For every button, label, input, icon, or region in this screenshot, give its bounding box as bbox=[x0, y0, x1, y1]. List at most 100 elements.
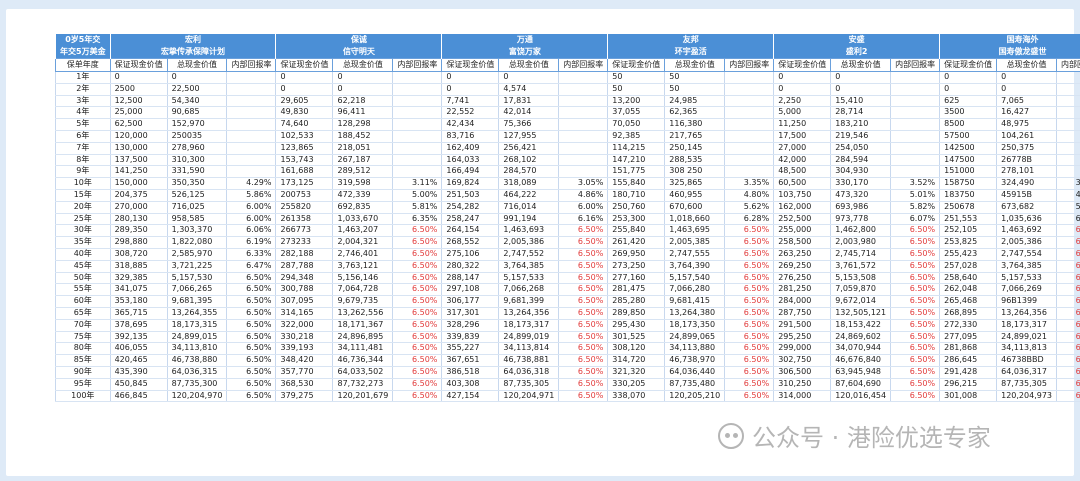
value-cell: 34,113,813 bbox=[996, 342, 1058, 356]
value-cell: 6.35% bbox=[392, 213, 443, 226]
value-cell: 6.50% bbox=[392, 354, 443, 367]
value-cell: 5,157,533 bbox=[996, 272, 1058, 285]
value-cell: 46,736,344 bbox=[332, 354, 394, 367]
value-cell: 6.50% bbox=[558, 366, 609, 379]
value-cell bbox=[890, 95, 941, 108]
value-cell: 103,750 bbox=[773, 189, 832, 202]
value-cell: 693,986 bbox=[830, 201, 892, 214]
product-name: 盛利2 bbox=[773, 46, 941, 59]
value-cell: 25,000 bbox=[109, 106, 168, 120]
value-cell bbox=[392, 118, 443, 131]
value-cell: 266773 bbox=[275, 224, 334, 238]
value-cell: 34,113,880 bbox=[664, 342, 726, 356]
value-cell: 15,410 bbox=[830, 95, 892, 108]
value-cell: 6.50% bbox=[724, 319, 775, 332]
value-cell bbox=[1056, 154, 1080, 167]
value-cell: 137,500 bbox=[109, 154, 168, 167]
value-cell: 6.50% bbox=[392, 295, 443, 308]
value-cell: 3,764,385 bbox=[498, 260, 560, 273]
value-cell: 128,298 bbox=[332, 118, 394, 131]
value-cell: 321,320 bbox=[607, 366, 666, 379]
value-cell: 6.50% bbox=[890, 272, 941, 285]
value-cell: 162,409 bbox=[441, 142, 500, 155]
value-cell: 329,385 bbox=[109, 272, 168, 285]
value-cell: 22,500 bbox=[166, 83, 228, 96]
value-cell: 2,746,401 bbox=[332, 248, 394, 261]
value-cell bbox=[392, 142, 443, 155]
value-cell: 6.50% bbox=[1056, 248, 1080, 261]
year-cell: 20年 bbox=[55, 201, 111, 214]
year-cell: 50年 bbox=[55, 272, 111, 285]
value-cell: 34,113,814 bbox=[498, 342, 560, 356]
value-cell: 87,732,273 bbox=[332, 378, 394, 391]
table-row: 2年 2500 22,500 0 0 0 4,574 50 50 0 0 0 0 bbox=[55, 83, 1080, 96]
value-cell: 6.50% bbox=[558, 307, 609, 320]
value-cell: 7,065 bbox=[996, 95, 1058, 108]
value-cell: 301,008 bbox=[939, 390, 998, 403]
value-cell: 310,300 bbox=[166, 154, 228, 167]
value-cell: 268,552 bbox=[441, 236, 500, 249]
value-cell: 60,500 bbox=[773, 177, 832, 190]
value-cell bbox=[392, 71, 443, 84]
value-cell: 6.50% bbox=[890, 378, 941, 391]
table-row: 5年 62,500 152,970 74,640 128,298 42,434 75,366… bbox=[55, 118, 1080, 131]
value-cell bbox=[392, 95, 443, 108]
value-cell: 6.50% bbox=[392, 319, 443, 332]
value-cell: 256,421 bbox=[498, 142, 560, 155]
value-cell: 692,835 bbox=[332, 201, 394, 214]
product-name: 国寿傲龙盛世 bbox=[939, 46, 1080, 59]
value-cell: 46738BBD bbox=[996, 354, 1058, 367]
value-cell bbox=[724, 130, 775, 143]
value-cell: 331,590 bbox=[166, 165, 228, 179]
value-cell: 255820 bbox=[275, 201, 334, 214]
value-cell: 24,899,019 bbox=[498, 331, 560, 344]
value-cell bbox=[226, 165, 277, 179]
value-cell: 6.50% bbox=[392, 366, 443, 379]
value-cell: 0 bbox=[773, 83, 832, 96]
value-cell: 450,845 bbox=[109, 378, 168, 391]
value-cell: 284,000 bbox=[773, 295, 832, 308]
value-cell: 2,005,386 bbox=[996, 236, 1058, 249]
column-header: 内部回报率 bbox=[724, 58, 775, 72]
value-cell: 18,171,367 bbox=[332, 319, 394, 332]
value-cell: 5.01% bbox=[890, 189, 941, 202]
value-cell: 6.50% bbox=[558, 295, 609, 308]
value-cell: 6.50% bbox=[890, 248, 941, 261]
watermark: 公众号 · 港险优选专家 bbox=[718, 418, 991, 453]
value-cell: 6.50% bbox=[226, 354, 277, 367]
value-cell: 6.50% bbox=[890, 260, 941, 273]
column-header: 保证现金价值 bbox=[109, 58, 168, 72]
value-cell: 264,154 bbox=[441, 224, 500, 238]
year-cell: 45年 bbox=[55, 260, 111, 273]
value-cell: 120,204,970 bbox=[166, 390, 228, 403]
year-cell: 9年 bbox=[55, 165, 111, 179]
value-cell: 6.50% bbox=[724, 307, 775, 320]
value-cell: 6.50% bbox=[226, 390, 277, 403]
value-cell: 670,600 bbox=[664, 201, 726, 214]
value-cell: 48,975 bbox=[996, 118, 1058, 131]
value-cell: 2,005,386 bbox=[498, 236, 560, 249]
value-cell: 46,738,880 bbox=[166, 354, 228, 367]
table-row: 9年 141,250 331,590 161,688 289,512 166,494 284… bbox=[55, 165, 1080, 179]
value-cell: 152,970 bbox=[166, 118, 228, 131]
column-header: 总现金价值 bbox=[996, 58, 1058, 72]
value-cell: 7,066,269 bbox=[996, 283, 1058, 297]
year-cell: 80年 bbox=[55, 342, 111, 356]
value-cell: 6.50% bbox=[558, 260, 609, 273]
value-cell: 6.50% bbox=[1056, 236, 1080, 249]
value-cell: 2,747,554 bbox=[996, 248, 1058, 261]
value-cell: 258,640 bbox=[939, 272, 998, 285]
value-cell: 3,763,121 bbox=[332, 260, 394, 273]
value-cell: 6.50% bbox=[226, 272, 277, 285]
value-cell: 261,420 bbox=[607, 236, 666, 249]
value-cell: 324,490 bbox=[996, 177, 1058, 190]
year-cell: 7年 bbox=[55, 142, 111, 155]
value-cell: 403,308 bbox=[441, 378, 500, 391]
value-cell: 368,530 bbox=[275, 378, 334, 391]
value-cell: 0 bbox=[939, 71, 998, 84]
value-cell bbox=[724, 106, 775, 120]
value-cell: 5.00% bbox=[392, 189, 443, 202]
value-cell: 250035 bbox=[166, 130, 228, 143]
value-cell: 120,204,971 bbox=[498, 390, 560, 403]
value-cell bbox=[226, 83, 277, 96]
